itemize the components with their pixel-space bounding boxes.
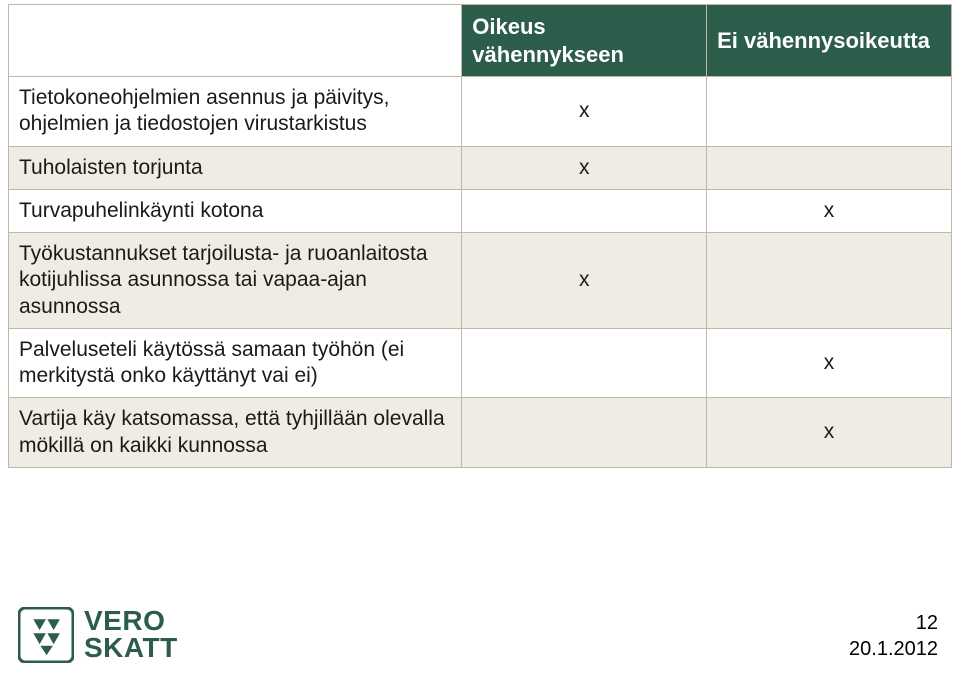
header-empty bbox=[9, 5, 462, 77]
row-desc: Palveluseteli käytössä samaan työhön (ei… bbox=[9, 328, 462, 398]
vero-logo-icon bbox=[18, 607, 74, 663]
deduction-table: Oikeus vähennykseen Ei vähennysoikeutta … bbox=[8, 4, 952, 468]
header-yes: Oikeus vähennykseen bbox=[462, 5, 707, 77]
row-yes bbox=[462, 328, 707, 398]
row-no: x bbox=[707, 328, 952, 398]
slide-page: Oikeus vähennykseen Ei vähennysoikeutta … bbox=[0, 4, 960, 675]
footer: VERO SKATT 12 20.1.2012 bbox=[0, 585, 960, 675]
logo-line2: SKATT bbox=[84, 635, 178, 662]
row-no bbox=[707, 233, 952, 329]
row-no: x bbox=[707, 189, 952, 232]
table-row: Työkustannukset tarjoilusta- ja ruoanlai… bbox=[9, 233, 952, 329]
row-desc: Työkustannukset tarjoilusta- ja ruoanlai… bbox=[9, 233, 462, 329]
row-no bbox=[707, 77, 952, 147]
table-row: Palveluseteli käytössä samaan työhön (ei… bbox=[9, 328, 952, 398]
row-yes: x bbox=[462, 233, 707, 329]
table-row: Tuholaisten torjunta x bbox=[9, 146, 952, 189]
row-desc: Tietokoneohjelmien asennus ja päivitys, … bbox=[9, 77, 462, 147]
row-yes bbox=[462, 398, 707, 468]
header-no: Ei vähennysoikeutta bbox=[707, 5, 952, 77]
footer-date: 20.1.2012 bbox=[849, 638, 938, 661]
row-no: x bbox=[707, 398, 952, 468]
vero-logo: VERO SKATT bbox=[18, 607, 178, 663]
row-desc: Vartija käy katsomassa, että tyhjillään … bbox=[9, 398, 462, 468]
page-number: 12 bbox=[916, 612, 938, 635]
row-desc: Turvapuhelinkäynti kotona bbox=[9, 189, 462, 232]
table-header-row: Oikeus vähennykseen Ei vähennysoikeutta bbox=[9, 5, 952, 77]
table-row: Turvapuhelinkäynti kotona x bbox=[9, 189, 952, 232]
vero-logo-text: VERO SKATT bbox=[84, 608, 178, 661]
table-row: Tietokoneohjelmien asennus ja päivitys, … bbox=[9, 77, 952, 147]
table-row: Vartija käy katsomassa, että tyhjillään … bbox=[9, 398, 952, 468]
row-desc: Tuholaisten torjunta bbox=[9, 146, 462, 189]
row-yes: x bbox=[462, 146, 707, 189]
row-no bbox=[707, 146, 952, 189]
row-yes: x bbox=[462, 77, 707, 147]
row-yes bbox=[462, 189, 707, 232]
logo-line1: VERO bbox=[84, 608, 178, 635]
